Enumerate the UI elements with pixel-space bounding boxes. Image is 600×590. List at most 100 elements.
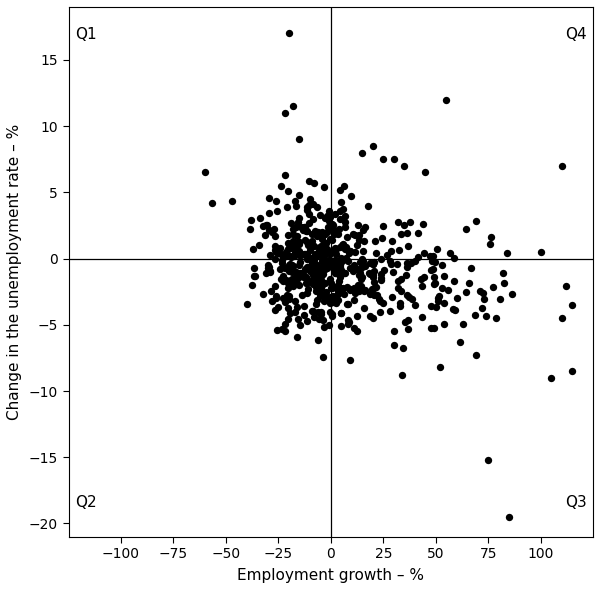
Point	[349, 261, 359, 270]
Point	[400, 317, 409, 327]
Point	[295, 135, 304, 144]
Point	[295, 257, 305, 266]
Point	[346, 285, 355, 294]
Point	[348, 230, 358, 239]
Point	[278, 294, 287, 303]
Point	[350, 230, 360, 240]
Point	[407, 294, 417, 303]
Point	[354, 270, 364, 280]
Point	[382, 250, 392, 259]
Point	[324, 206, 334, 215]
Point	[312, 264, 322, 273]
Point	[288, 101, 298, 111]
Point	[320, 248, 330, 257]
Point	[314, 245, 324, 255]
Point	[263, 220, 272, 230]
Point	[302, 227, 312, 236]
Point	[287, 218, 296, 228]
Point	[247, 216, 256, 225]
Point	[395, 301, 404, 310]
Point	[334, 269, 344, 278]
Point	[300, 235, 310, 245]
Point	[287, 261, 296, 270]
Point	[443, 286, 453, 295]
Point	[369, 257, 379, 267]
Point	[373, 291, 382, 300]
Point	[311, 283, 320, 292]
Point	[322, 244, 332, 254]
Point	[437, 284, 446, 293]
Point	[352, 264, 362, 274]
Point	[369, 278, 379, 287]
Point	[281, 319, 290, 329]
Point	[341, 253, 351, 263]
Point	[335, 262, 344, 271]
Point	[265, 267, 275, 277]
Point	[327, 219, 337, 228]
Point	[281, 251, 291, 261]
Point	[327, 309, 337, 319]
Point	[292, 277, 301, 287]
Point	[295, 320, 305, 330]
Point	[315, 242, 325, 252]
Point	[369, 283, 379, 293]
Point	[305, 195, 315, 204]
Point	[335, 287, 344, 296]
Point	[416, 274, 425, 284]
Point	[344, 317, 353, 327]
Point	[355, 235, 364, 244]
Point	[281, 275, 290, 284]
Point	[326, 248, 335, 258]
Point	[352, 326, 361, 336]
Point	[452, 293, 462, 303]
Point	[278, 258, 287, 267]
Point	[430, 258, 440, 267]
Point	[294, 237, 304, 247]
Point	[319, 238, 329, 248]
Point	[557, 313, 566, 323]
Y-axis label: Change in the unemployment rate – %: Change in the unemployment rate – %	[7, 124, 22, 420]
Point	[356, 274, 365, 284]
Point	[340, 244, 350, 254]
Point	[317, 257, 327, 266]
Point	[268, 228, 277, 237]
Point	[320, 258, 330, 267]
Point	[295, 239, 304, 248]
Point	[297, 269, 307, 278]
Point	[413, 253, 423, 262]
Point	[345, 246, 355, 255]
Point	[292, 245, 302, 254]
Point	[394, 277, 403, 286]
Point	[207, 198, 217, 207]
Point	[335, 206, 344, 216]
Point	[400, 161, 409, 171]
Point	[299, 225, 308, 235]
Point	[358, 254, 367, 263]
Point	[377, 233, 386, 242]
Point	[329, 229, 339, 238]
Point	[561, 281, 571, 291]
Point	[430, 278, 439, 288]
Point	[355, 257, 365, 267]
Point	[250, 271, 260, 281]
Point	[319, 242, 329, 251]
Point	[275, 243, 285, 253]
Point	[302, 205, 312, 215]
Point	[331, 245, 340, 254]
Point	[292, 222, 301, 232]
Point	[263, 260, 273, 270]
Point	[386, 246, 396, 255]
Point	[324, 216, 334, 225]
Point	[260, 230, 270, 240]
Point	[464, 278, 474, 288]
Point	[330, 296, 340, 305]
Point	[317, 241, 326, 251]
Point	[302, 202, 311, 211]
Point	[455, 337, 464, 347]
Point	[317, 246, 326, 255]
Point	[311, 263, 321, 273]
Point	[268, 297, 277, 306]
Point	[333, 289, 343, 299]
Text: Q3: Q3	[565, 495, 587, 510]
Point	[308, 199, 317, 209]
